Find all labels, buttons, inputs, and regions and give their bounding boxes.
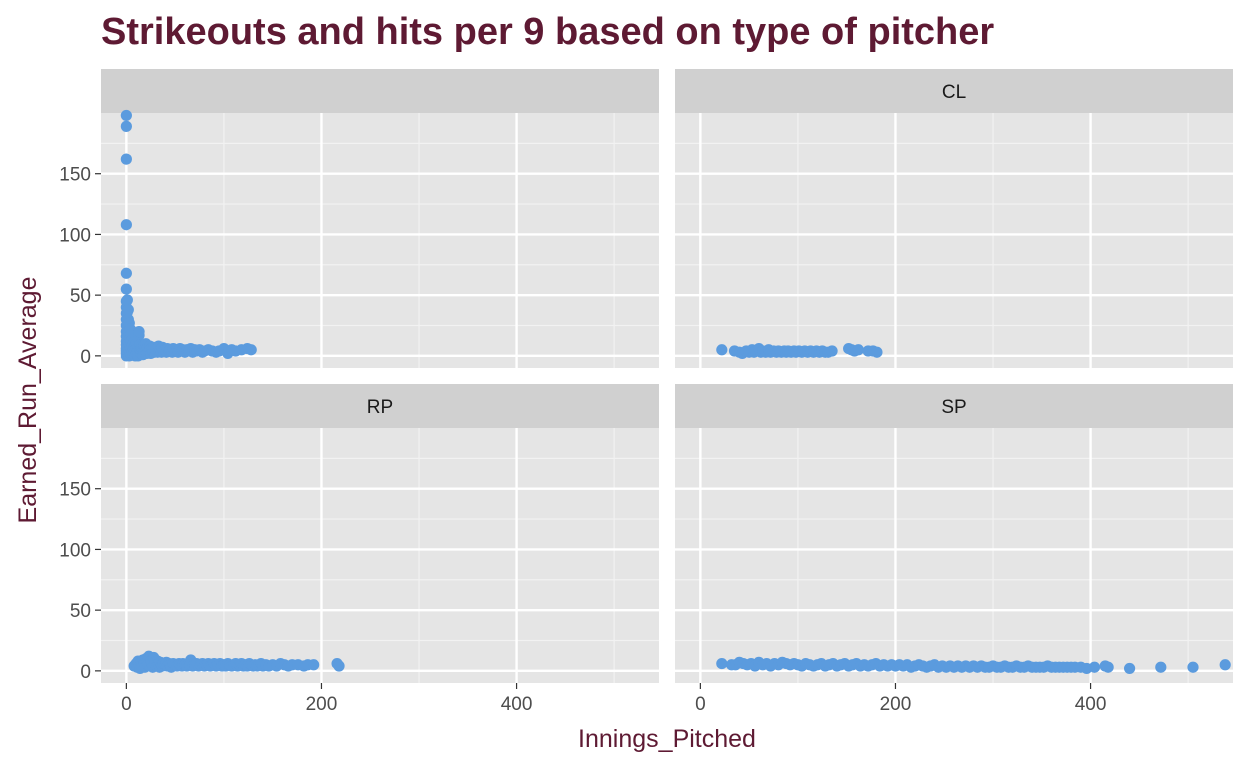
x-tick-label: 0 [121,694,132,715]
data-point [120,109,132,122]
data-point [1123,662,1136,675]
panels-layer: CL RP SP [101,69,1233,683]
x-axis-title: Innings_Pitched [578,725,756,753]
y-tick-label: 100 [59,225,91,246]
panel-background [675,113,1233,368]
facet-strip [101,384,659,428]
data-point [1219,659,1231,671]
data-point [120,267,132,279]
data-point [1187,661,1199,673]
data-point [120,120,132,132]
data-point [308,659,320,671]
facet-strip-label: CL [942,82,966,103]
y-tick-label: 50 [70,601,91,622]
x-axis-right: 0 200 400 [695,683,1106,715]
data-point [1155,661,1167,673]
y-axis-top: 0 50 100 150 [59,165,101,368]
facet-strip-label: RP [367,397,393,418]
data-point [871,346,883,358]
data-point [333,660,345,672]
panel-background [675,428,1233,683]
facet-strip-label: SP [941,397,966,418]
data-point [122,304,134,316]
x-tick-label: 200 [880,694,912,715]
data-point [121,294,133,306]
facet-strip [675,69,1233,113]
facet-panel-cl: CL [675,69,1233,368]
x-tick-label: 0 [695,694,706,715]
x-tick-label: 400 [501,694,533,715]
data-point [120,219,132,231]
data-point [716,344,728,356]
y-tick-label: 0 [80,347,91,368]
facet-panel-rp: RP [101,384,659,683]
y-tick-label: 0 [80,662,91,683]
x-tick-label: 200 [306,694,338,715]
facet-strip [675,384,1233,428]
facet-strip [101,69,659,113]
data-point [133,325,145,338]
x-tick-label: 400 [1075,694,1107,715]
data-point [826,345,838,357]
x-axis-left: 0 200 400 [121,683,532,715]
y-tick-label: 50 [70,286,91,307]
chart-title: Strikeouts and hits per 9 based on type … [101,11,995,53]
data-point [1102,661,1114,673]
facet-panel-sp: SP [675,384,1233,683]
panel-background [101,113,659,368]
y-tick-label: 150 [59,165,91,186]
data-point [716,657,728,670]
panel-background [101,428,659,683]
data-point [120,153,132,165]
data-point [1088,661,1101,673]
y-tick-label: 150 [59,480,91,501]
data-point [120,283,132,295]
y-tick-label: 100 [59,540,91,561]
data-point [852,344,864,356]
data-point [245,344,257,356]
y-axis-title: Earned_Run_Average [14,277,42,524]
y-axis-bottom: 0 50 100 150 [59,480,101,683]
facet-panel-unlabeled [101,69,659,368]
